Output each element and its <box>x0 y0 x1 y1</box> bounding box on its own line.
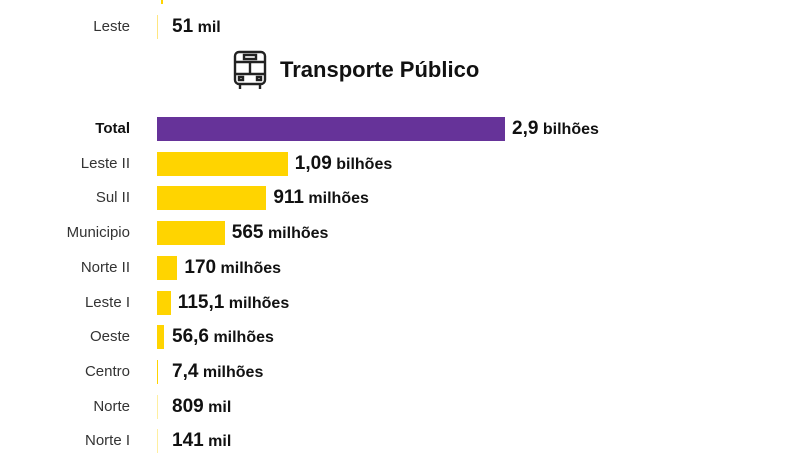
bar <box>157 255 178 280</box>
category-label: Norte II <box>80 258 130 276</box>
value-label: 2,9 bilhões <box>512 118 599 140</box>
value-number: 565 <box>231 222 264 244</box>
category-label: Norte <box>93 397 130 415</box>
bar <box>157 429 158 454</box>
value-label: 809 mil <box>172 396 231 418</box>
category-label: Norte I <box>84 432 130 450</box>
category-label: Leste I <box>84 293 130 311</box>
value-label: 565 milhões <box>232 222 329 244</box>
bar-row: Norte II 170 milhões <box>0 253 800 283</box>
chart-title: Transporte Público <box>232 48 479 92</box>
bar-row: Norte I 141 mil <box>0 426 800 456</box>
value-unit: milhões <box>228 294 290 312</box>
category-label: Centro <box>84 362 130 380</box>
value-unit: mil <box>208 398 232 416</box>
bar <box>157 221 225 246</box>
value-unit: milhões <box>308 190 369 208</box>
value-unit: mil <box>208 433 232 451</box>
category-label: Total <box>95 120 130 137</box>
previous-section-row: Leste 51 mil <box>0 12 800 42</box>
value-unit: bilhões <box>542 121 599 138</box>
bar <box>157 151 288 176</box>
bar <box>157 325 164 350</box>
value-label: 7,4 milhões <box>172 361 263 383</box>
value-unit: milhões <box>267 225 329 243</box>
bar-row: Municipio 565 milhões <box>0 218 800 248</box>
bar <box>157 359 158 384</box>
value-number: 56,6 <box>172 326 209 348</box>
clipped-bar <box>161 0 163 4</box>
value-label: 170 milhões <box>184 257 281 279</box>
value-label: 51 mil <box>172 16 221 37</box>
value-number: 141 <box>172 430 204 452</box>
value-unit: milhões <box>202 363 264 381</box>
bar-row: Centro 7,4 milhões <box>0 357 800 387</box>
bar-row: Oeste 56,6 milhões <box>0 322 800 352</box>
category-label: Municipio <box>66 224 130 242</box>
value-label: 115,1 milhões <box>178 292 289 314</box>
value-number: 7,4 <box>172 360 199 382</box>
bar-row: Total 2,9 bilhões <box>0 114 800 144</box>
bar <box>157 15 158 39</box>
bus-icon <box>233 50 267 89</box>
value-unit: bilhões <box>336 155 393 173</box>
bar-row: Sul II 911 milhões <box>0 183 800 213</box>
bar <box>157 290 171 315</box>
value-label: 911 milhões <box>273 187 369 209</box>
category-label: Sul II <box>95 189 130 207</box>
value-unit: milhões <box>213 329 274 347</box>
bar <box>157 394 158 419</box>
category-label: Leste II <box>80 154 130 172</box>
bar <box>157 117 505 141</box>
value-number: 170 <box>184 256 217 278</box>
chart-title-text: Transporte Público <box>280 57 480 82</box>
value-number: 2,9 <box>512 118 539 139</box>
value-label: 56,6 milhões <box>172 326 274 348</box>
value-number: 1,09 <box>294 152 332 174</box>
bar-row: Norte 809 mil <box>0 392 800 422</box>
bar-row: Leste I 115,1 milhões <box>0 288 800 318</box>
value-number: 911 <box>273 187 304 209</box>
category-label: Leste <box>93 18 130 35</box>
value-number: 809 <box>172 395 204 417</box>
value-label: 1,09 bilhões <box>295 153 392 175</box>
category-label: Oeste <box>89 328 130 346</box>
value-unit: milhões <box>220 259 282 277</box>
bar <box>157 186 267 211</box>
bar-row: Leste II 1,09 bilhões <box>0 149 800 179</box>
value-label: 141 mil <box>172 430 231 452</box>
value-number: 115,1 <box>177 291 225 313</box>
